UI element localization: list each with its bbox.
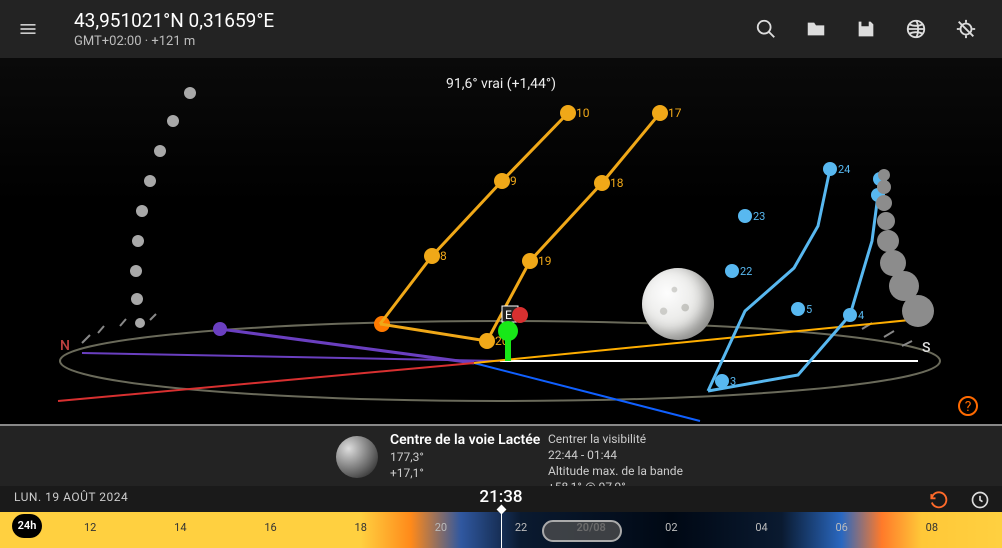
object-info-left: Centre de la voie Lactée 177,3° +17,1°	[390, 432, 540, 480]
svg-text:8: 8	[440, 249, 447, 263]
visibility-label: Centrer la visibilité	[548, 432, 683, 446]
cardinal-s: S	[922, 340, 930, 356]
location-readout[interactable]: 43,951021°N 0,31659°E GMT+02:00 · +121 m	[74, 9, 754, 49]
tick-14: 14	[174, 521, 186, 534]
cardinal-n: N	[60, 338, 70, 354]
header-toolbar	[754, 17, 990, 41]
svg-text:5: 5	[806, 303, 812, 316]
svg-text:23: 23	[753, 210, 765, 223]
moon-body	[642, 268, 714, 340]
svg-text:19: 19	[538, 254, 552, 268]
time-reset-icon[interactable]	[928, 490, 948, 510]
help-icon[interactable]: ?	[958, 396, 978, 416]
timeline-panel: LUN. 19 AOÛT 2024 21:38	[0, 486, 1002, 548]
time-now-marker	[501, 510, 502, 548]
gps-off-icon[interactable]	[954, 17, 978, 41]
svg-text:24: 24	[838, 163, 850, 176]
object-thumbnail	[336, 436, 378, 478]
date-label: LUN. 19 AOÛT 2024	[14, 490, 128, 504]
band-label: Altitude max. de la bande	[548, 464, 683, 478]
object-altitude: +17,1°	[390, 466, 540, 480]
svg-text:9: 9	[510, 174, 517, 188]
object-title: Centre de la voie Lactée	[390, 432, 540, 448]
svg-text:22: 22	[740, 265, 752, 278]
svg-text:E: E	[505, 308, 512, 322]
sky-viewport[interactable]: 91,6° vrai (+1,44°)	[0, 58, 1002, 424]
clock-icon[interactable]	[970, 490, 990, 510]
app-header: 43,951021°N 0,31659°E GMT+02:00 · +121 m	[0, 0, 1002, 58]
tick-08: 08	[926, 521, 938, 534]
tick-04: 04	[755, 521, 767, 534]
coords-text: 43,951021°N 0,31659°E	[74, 9, 754, 32]
tick-18: 18	[355, 521, 367, 534]
svg-text:17: 17	[668, 106, 682, 120]
object-info-bar[interactable]: Centre de la voie Lactée 177,3° +17,1° C…	[0, 424, 1002, 486]
tick-12: 12	[84, 521, 96, 534]
range-24h-badge[interactable]: 24h	[12, 514, 42, 538]
menu-button[interactable]	[12, 13, 44, 45]
sky-overlay-svg: 10 17 9 18 8 19 20 24 23 22 4 5 3	[0, 58, 1002, 424]
tick-16: 16	[264, 521, 276, 534]
visibility-time: 22:44 - 01:44	[548, 448, 683, 462]
svg-text:4: 4	[858, 309, 864, 322]
object-azimuth: 177,3°	[390, 450, 540, 464]
search-icon[interactable]	[754, 17, 778, 41]
svg-text:10: 10	[576, 106, 590, 120]
coords-sub-text: GMT+02:00 · +121 m	[74, 34, 754, 49]
svg-text:18: 18	[610, 176, 624, 190]
tick-06: 06	[835, 521, 847, 534]
globe-icon[interactable]	[904, 17, 928, 41]
tick-02: 02	[665, 521, 677, 534]
folder-icon[interactable]	[804, 17, 828, 41]
save-icon[interactable]	[854, 17, 878, 41]
timeline-slider-thumb[interactable]	[542, 520, 622, 542]
svg-text:3: 3	[730, 375, 736, 388]
tick-22: 22	[515, 521, 527, 534]
tick-20: 20	[435, 521, 447, 534]
